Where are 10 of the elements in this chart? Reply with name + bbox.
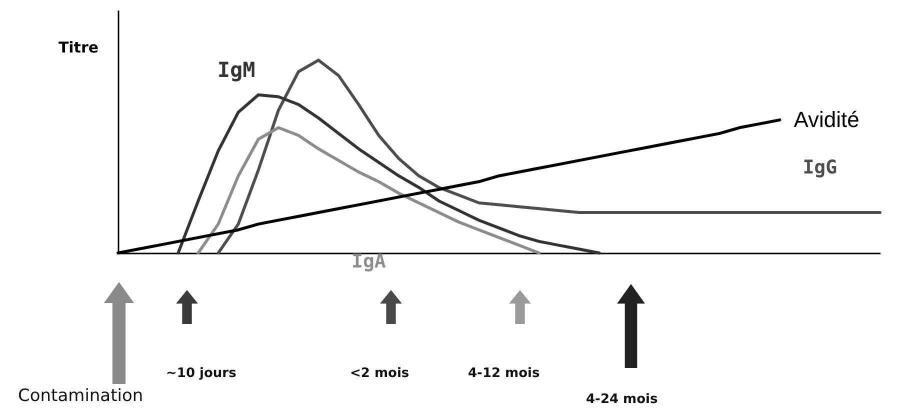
text: Contamination — [18, 386, 144, 406]
text: 4-12 mois — [468, 366, 540, 381]
text: <2 mois — [350, 366, 410, 381]
text: ~10 jours — [166, 366, 236, 381]
series-label: IgG — [802, 156, 838, 178]
series-label: Avidité — [794, 106, 860, 132]
text: IgA — [352, 250, 386, 273]
y-axis-title: Titre — [58, 38, 99, 56]
text: 4-24 mois — [586, 392, 658, 407]
series-label: IgM — [217, 58, 256, 82]
